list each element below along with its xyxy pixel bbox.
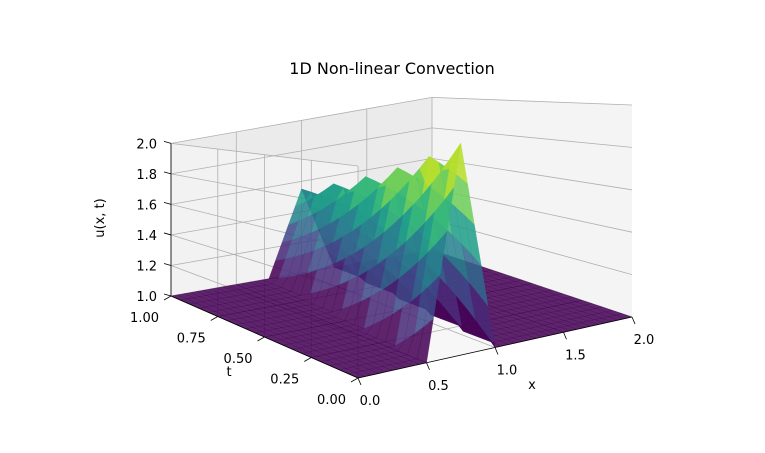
x-tick-label: 1.5	[565, 348, 586, 363]
y-axis-label: t	[226, 365, 231, 380]
t-tick	[350, 377, 359, 383]
t-tick	[257, 336, 265, 342]
z-tick-label: 1.2	[136, 259, 157, 274]
z-tick-label: 1.4	[136, 229, 157, 244]
t-tick-label: 0.75	[177, 332, 206, 347]
t-tick-label: 0.50	[224, 352, 253, 367]
z-grid-line	[170, 96, 633, 167]
z-tick-label: 1.8	[136, 168, 157, 183]
z-tick	[163, 140, 172, 144]
t-tick-label: 0.25	[270, 373, 299, 388]
z-tick	[163, 263, 172, 266]
x-tick-label: 0.0	[360, 394, 381, 409]
z-tick	[163, 232, 172, 236]
x-tick	[494, 347, 499, 355]
x-tick-label: 2.0	[634, 333, 655, 348]
z-tick-label: 1.6	[136, 198, 157, 213]
x-tick	[631, 316, 636, 325]
z-axis-label: u(x, t)	[93, 198, 108, 237]
z-tick	[163, 202, 172, 205]
tick-labels: 0.0 0.5 1.0 1.5 2.0 0.00 0.25 0.50 0.75 1.00 1.0 1.…	[130, 137, 654, 409]
x-tick-label: 0.5	[428, 379, 449, 394]
t-tick-label: 1.00	[130, 311, 159, 326]
z-tick-label: 1.0	[136, 290, 157, 305]
x-tick	[357, 377, 362, 386]
z-tick	[163, 171, 172, 175]
z-tick-label: 2.0	[136, 137, 157, 152]
t-tick	[163, 295, 172, 301]
z-grid-line	[170, 127, 633, 209]
z-grid-line	[170, 157, 633, 252]
chart-title: 1D Non-linear Convection	[289, 59, 494, 78]
x-tick	[426, 362, 430, 370]
right-pane	[432, 97, 632, 318]
x-tick	[563, 332, 567, 340]
t-tick-label: 0.00	[317, 393, 346, 408]
x-axis-label: x	[528, 378, 536, 393]
t-tick	[210, 316, 218, 321]
z-tick	[163, 293, 172, 297]
surface	[170, 142, 633, 379]
x-tick-label: 1.0	[497, 364, 518, 379]
axes	[163, 140, 636, 386]
t-tick	[304, 357, 312, 362]
